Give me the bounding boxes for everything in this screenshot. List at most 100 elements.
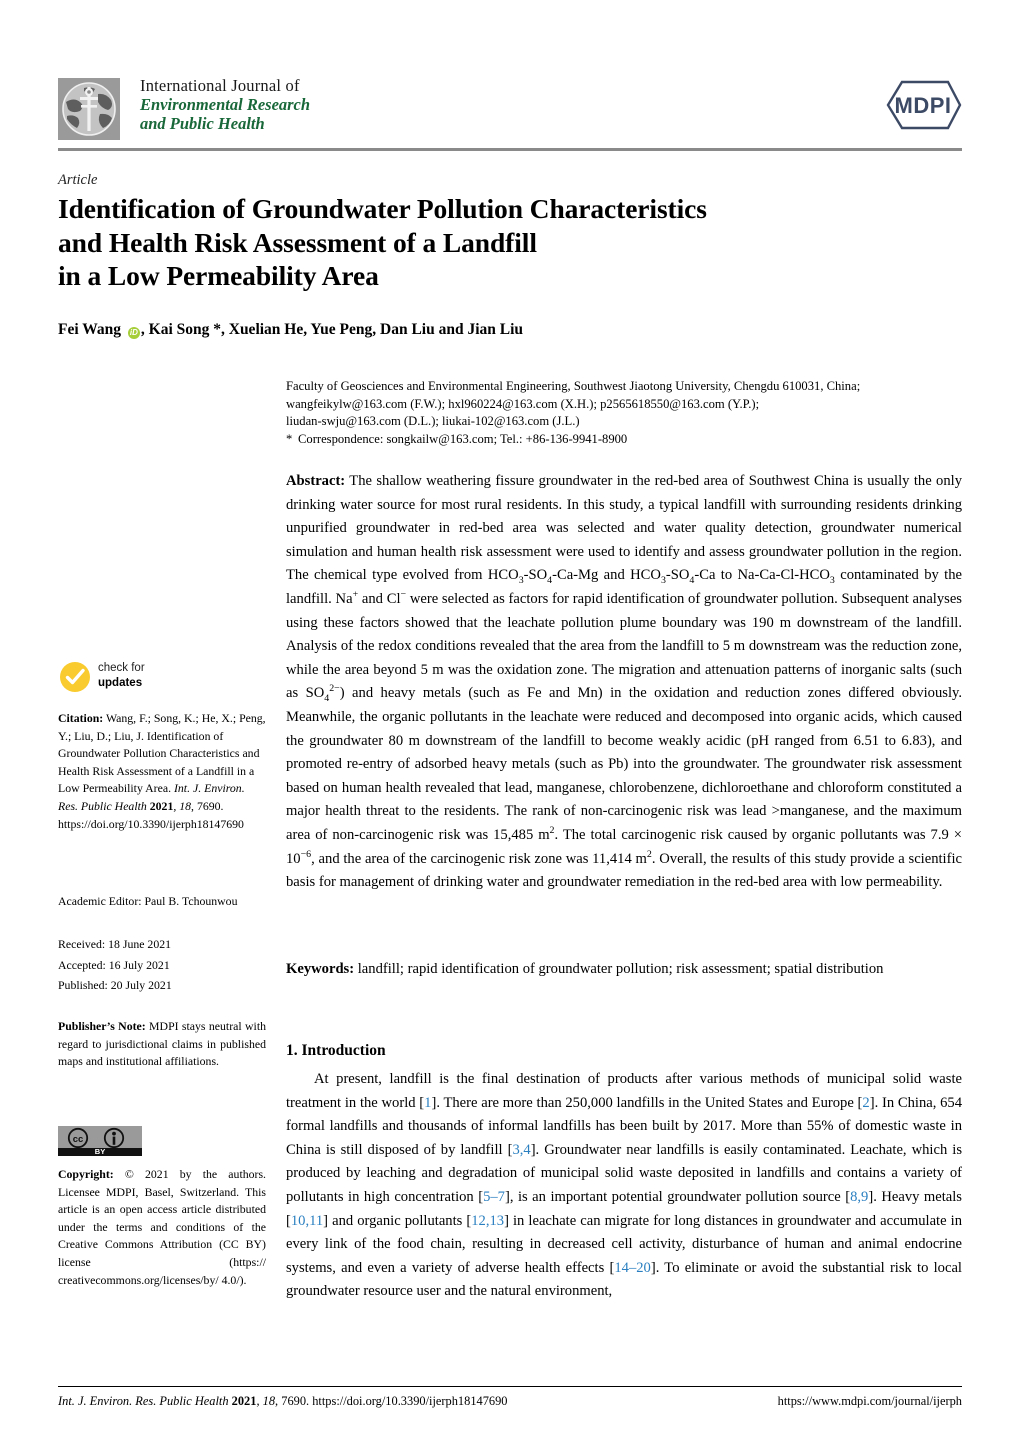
creative-commons-badge[interactable]: cc BY <box>58 1126 142 1156</box>
abstract-text-12: . Overall, the results of this study pro… <box>286 850 962 891</box>
abstract-sup-4: 2 <box>549 825 555 837</box>
abstract-text-10: . The total carcinogenic risk caused by … <box>286 826 962 867</box>
abstract-sub-3: 3 <box>660 575 666 587</box>
citation-text: Wang, F.; Song, K.; He, X.; Peng, Y.; Li… <box>58 711 266 796</box>
abstract-text-4: -SO <box>665 567 690 584</box>
intro-text-h: ] in leachate can migrate for long dista… <box>286 1212 962 1276</box>
received-date: Received: 18 June 2021 <box>58 937 172 951</box>
intro-text-i: ]. To eliminate or avoid the substantial… <box>286 1259 962 1300</box>
intro-text-e: ], is an important potential groundwater… <box>504 1188 851 1205</box>
journal-title-line2: Environmental Research <box>140 95 311 114</box>
abstract-text-7: and Cl <box>358 590 401 607</box>
affiliation-line-1: Faculty of Geosciences and Environmental… <box>286 379 861 393</box>
abstract-sub-6: 4 <box>324 693 330 705</box>
abstract-text-3: -Ca-Mg and HCO <box>552 567 661 584</box>
publisher-note: Publisher’s Note: MDPI stays neutral wit… <box>58 1018 266 1071</box>
citation-ref-3[interactable]: 3,4 <box>512 1141 531 1158</box>
footer-journal: Int. J. Environ. Res. Public Health <box>58 1394 229 1408</box>
abstract-sup-1: + <box>352 589 359 601</box>
abstract-sup-6: 2 <box>646 848 652 860</box>
introduction-body: At present, landfill is the final destin… <box>286 1068 962 1304</box>
abstract-text-1: The shallow weathering fissure groundwat… <box>286 473 962 584</box>
abstract-text-6: contaminated by the landfill. Na <box>286 567 962 607</box>
citation-volume: , 18 <box>173 798 192 813</box>
abstract-text-5: -Ca to Na-Ca-Cl-HCO <box>694 567 830 584</box>
footer-year: 2021 <box>228 1394 257 1408</box>
intro-text-b: ]. There are more than 250,000 landfills… <box>431 1094 863 1111</box>
page-title: Identification of Groundwater Pollution … <box>58 192 938 293</box>
correspondence-text: Correspondence: songkailw@163.com; Tel.:… <box>298 431 628 446</box>
keywords-label: Keywords: <box>286 961 355 977</box>
citation-ref-4[interactable]: 5–7 <box>483 1188 505 1205</box>
abstract-sub-1: 3 <box>518 575 524 587</box>
check-for-updates-line2: updates <box>98 677 143 689</box>
academic-editor: Academic Editor: Paul B. Tchounwou <box>58 894 238 908</box>
abstract-sup-2: − <box>400 589 407 601</box>
journal-title-line3: and Public Health <box>140 114 265 133</box>
orcid-id-icon[interactable]: iD <box>127 327 140 339</box>
citation-ref-8[interactable]: 14–20 <box>614 1259 651 1276</box>
check-for-updates-badge[interactable]: check for updates <box>58 660 198 694</box>
introduction-paragraph-1: At present, landfill is the final destin… <box>286 1068 962 1304</box>
affiliation-line-2: wangfeikylw@163.com (F.W.); hxl960224@16… <box>286 396 760 411</box>
citation-journal: Int. J. Environ. Res. Public Health <box>58 781 245 813</box>
citation-ref-5[interactable]: 8,9 <box>850 1188 869 1205</box>
svg-text:cc: cc <box>73 1134 84 1145</box>
keywords-block: Keywords: landfill; rapid identification… <box>286 958 962 982</box>
article-type-label: Article <box>58 172 98 188</box>
globe-caduceus-icon <box>58 78 120 140</box>
intro-text-a: At present, landfill is the final destin… <box>286 1071 962 1111</box>
citation-year: 2021 <box>146 798 174 813</box>
citation-ref-1[interactable]: 1 <box>424 1094 432 1111</box>
svg-text:MDPI: MDPI <box>895 93 952 118</box>
check-for-updates-icon <box>60 662 90 692</box>
author-list: Fei Wang iD, Kai Song *, Xuelian He, Yue… <box>58 320 938 340</box>
copyright-label: Copyright: <box>58 1167 114 1181</box>
affiliation-line-3: liudan-swju@163.com (D.L.); liukai-102@1… <box>286 414 580 429</box>
publisher-note-text: MDPI stays neutral with regard to jurisd… <box>58 1019 266 1069</box>
copyright-block: Copyright: © 2021 by the authors. Licens… <box>58 1166 266 1289</box>
abstract-block: Abstract: The shallow weathering fissure… <box>286 470 962 895</box>
footer-divider <box>58 1386 962 1388</box>
creative-commons-by-icon: cc BY <box>58 1126 142 1156</box>
citation-ref-6[interactable]: 10,11 <box>290 1212 324 1229</box>
footer-url[interactable]: https://www.mdpi.com/journal/ijerph <box>777 1394 962 1408</box>
intro-text-d: ]. Groundwater near landfills is easily … <box>286 1141 962 1205</box>
masthead-divider <box>58 148 962 151</box>
keywords-text: landfill; rapid identification of ground… <box>354 961 884 977</box>
title-line-3: in a Low Permeability Area <box>58 260 379 291</box>
footer-doi[interactable]: , 7690. https://doi.org/10.3390/ijerph18… <box>275 1394 508 1408</box>
abstract-sub-5: 3 <box>829 575 835 587</box>
masthead: International Journal of Environmental R… <box>58 76 962 158</box>
intro-text-f: ]. Heavy metals [ <box>286 1188 962 1229</box>
section-heading-introduction: 1. Introduction <box>286 1042 386 1059</box>
correspondence-marker: * <box>286 431 293 446</box>
correspondence-line: * Correspondence: songkailw@163.com; Tel.… <box>286 431 962 449</box>
abstract-sup-3: 2− <box>329 683 340 695</box>
citation-label: Citation: <box>58 711 104 725</box>
check-for-updates-text: check for updates <box>98 661 145 691</box>
publisher-note-label: Publisher’s Note: <box>58 1019 146 1033</box>
citation-doi[interactable]: , 7690. https://doi.org/10.3390/ijerph18… <box>58 798 244 831</box>
check-for-updates-line1: check for <box>98 662 145 674</box>
footer-volume: , 18 <box>256 1394 276 1408</box>
citation-ref-2[interactable]: 2 <box>862 1094 870 1111</box>
svg-text:BY: BY <box>95 1147 105 1156</box>
journal-title: International Journal of Environmental R… <box>140 76 310 133</box>
abstract-text-2: -SO <box>523 567 548 584</box>
abstract-text-11: , and the area of the carcinogenic risk … <box>311 850 647 867</box>
affiliation-block: Faculty of Geosciences and Environmental… <box>286 378 962 448</box>
abstract-label: Abstract: <box>286 473 346 489</box>
abstract-sub-2: 4 <box>547 575 553 587</box>
published-date: Published: 20 July 2021 <box>58 978 172 992</box>
footer-citation: Int. J. Environ. Res. Public Health 2021… <box>58 1394 508 1409</box>
abstract-text-8: were selected as factors for rapid ident… <box>286 590 962 702</box>
intro-text-g: ] and organic pollutants [ <box>323 1212 472 1229</box>
abstract-sub-4: 4 <box>689 575 695 587</box>
accepted-date: Accepted: 16 July 2021 <box>58 957 170 972</box>
title-line-1: Identification of Groundwater Pollution … <box>58 193 707 224</box>
copyright-text: © 2021 by the authors. Licensee MDPI, Ba… <box>58 1167 266 1287</box>
mdpi-logo: MDPI <box>876 74 962 136</box>
author-name-first: Fei Wang <box>58 321 125 338</box>
citation-ref-7[interactable]: 12,13 <box>471 1212 505 1229</box>
